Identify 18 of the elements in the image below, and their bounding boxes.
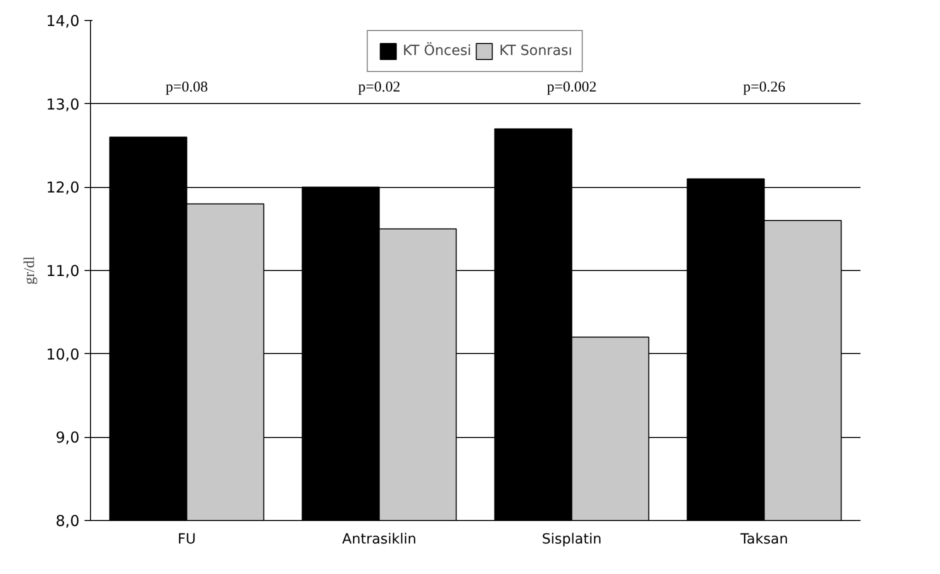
y-tick-label: 8,0 bbox=[56, 512, 80, 530]
legend-label: KT Öncesi bbox=[402, 43, 472, 59]
x-tick-label: Taksan bbox=[739, 532, 788, 548]
y-axis-title: gr/dl bbox=[22, 256, 38, 285]
y-tick-label: 13,0 bbox=[46, 95, 80, 114]
annotation: p=0.08 bbox=[166, 80, 208, 96]
x-tick-label: FU bbox=[178, 532, 196, 548]
x-tick-label: Sisplatin bbox=[542, 532, 602, 548]
y-tick-label: 11,0 bbox=[46, 262, 80, 280]
annotation: p=0.26 bbox=[743, 80, 786, 96]
annotation: p=0.002 bbox=[546, 80, 597, 96]
x-tick-label: Antrasiklin bbox=[342, 532, 416, 548]
y-tick-label: 9,0 bbox=[56, 428, 80, 447]
y-tick-label: 10,0 bbox=[46, 345, 80, 364]
legend-label: KT Sonrası bbox=[499, 43, 572, 59]
y-tick-label: 14,0 bbox=[46, 12, 80, 30]
annotation: p=0.02 bbox=[358, 80, 400, 96]
y-tick-label: 12,0 bbox=[46, 178, 80, 197]
